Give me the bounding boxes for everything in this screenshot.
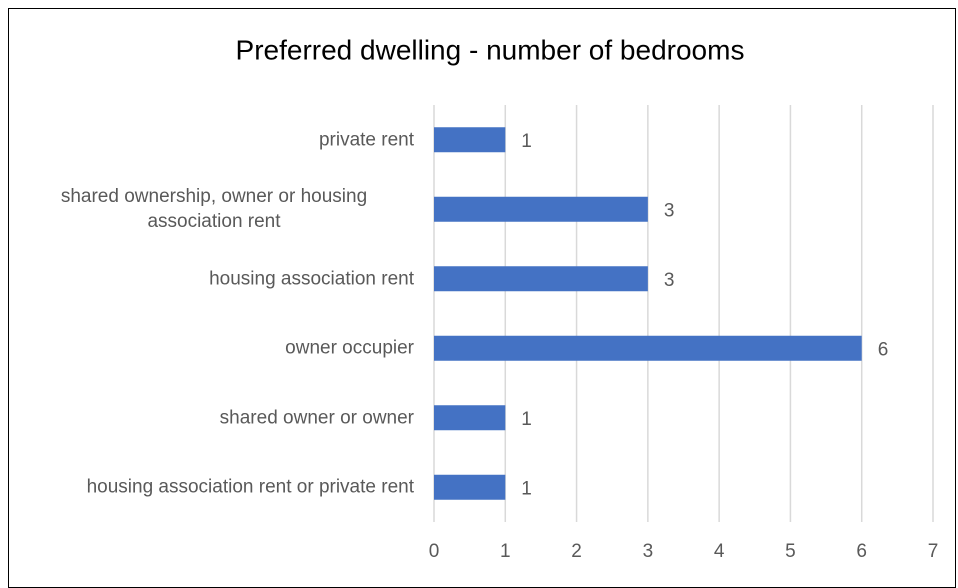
- chart-title: Preferred dwelling - number of bedrooms: [236, 34, 745, 65]
- y-tick-label: owner occupier: [285, 337, 414, 359]
- y-tick-label: shared owner or owner: [219, 407, 414, 429]
- data-label: 1: [521, 131, 532, 152]
- x-tick-label: 0: [429, 541, 440, 562]
- y-tick-label: private rent: [318, 129, 414, 151]
- bar: [434, 405, 506, 431]
- x-tick-label: 1: [500, 541, 511, 562]
- bar: [434, 127, 506, 153]
- data-label: 1: [521, 478, 532, 499]
- data-label: 1: [521, 409, 532, 430]
- x-tick-label: 7: [928, 541, 939, 562]
- bar: [434, 196, 648, 222]
- y-tick-label: housing association rent or private rent: [86, 476, 414, 498]
- data-label: 3: [664, 200, 675, 221]
- y-tick-label: shared ownership, owner or housing assoc…: [60, 186, 368, 233]
- x-tick-label: 3: [643, 541, 654, 562]
- bar: [434, 474, 506, 500]
- bar: [434, 266, 648, 292]
- data-label: 3: [664, 270, 675, 291]
- x-tick-label: 2: [571, 541, 582, 562]
- data-label: 6: [878, 339, 889, 360]
- y-tick-label: housing association rent: [209, 268, 414, 290]
- x-tick-label: 5: [785, 541, 796, 562]
- x-tick-label: 6: [856, 541, 867, 562]
- x-tick-label: 4: [714, 541, 725, 562]
- bar: [434, 335, 862, 361]
